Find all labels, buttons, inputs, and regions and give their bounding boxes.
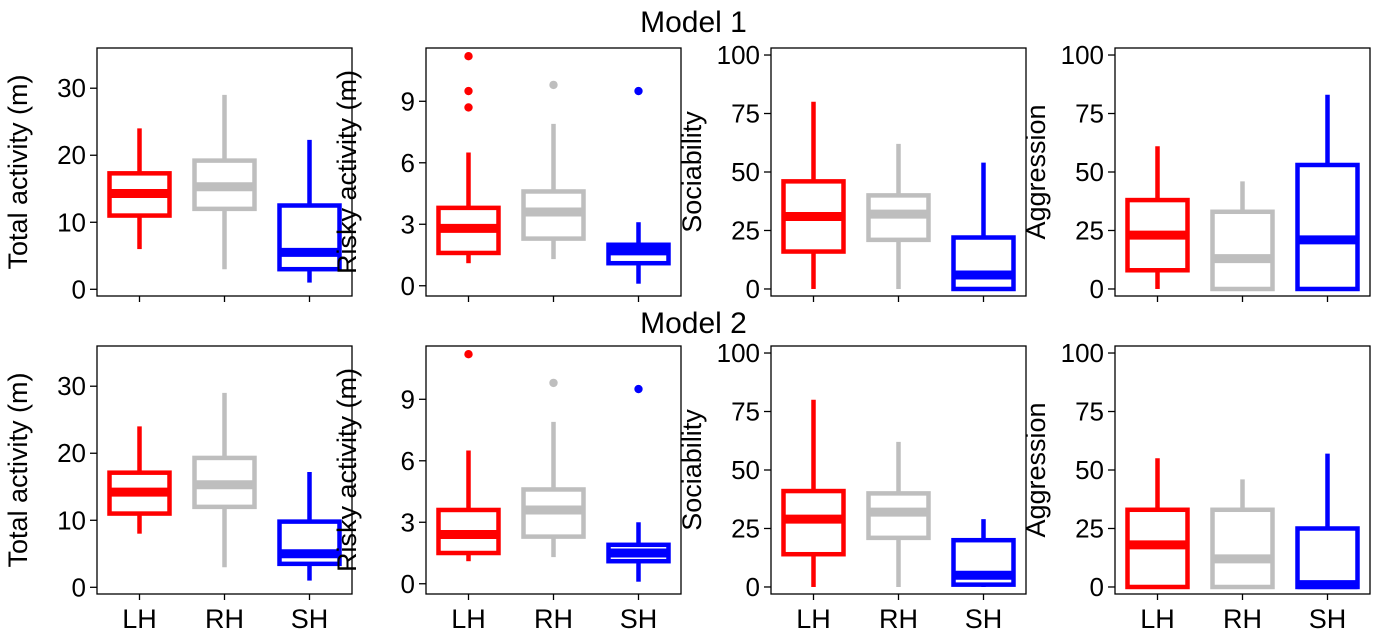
- y-tick-label: 0: [401, 569, 415, 599]
- y-axis-label: Sociability: [677, 111, 707, 233]
- x-tick-label: LH: [122, 604, 157, 631]
- y-tick-label: 100: [1061, 40, 1104, 70]
- y-axis-label: Total activity (m): [3, 372, 33, 567]
- y-axis-label: Risky activity (m): [332, 368, 362, 572]
- y-tick-label: 9: [401, 384, 415, 414]
- y-tick-label: 10: [57, 207, 86, 237]
- y-tick-label: 25: [731, 513, 760, 543]
- y-tick-label: 50: [1075, 455, 1104, 485]
- y-axis-label: Aggression: [1021, 104, 1051, 239]
- box-iqr: [951, 235, 1016, 292]
- x-tick-label: RH: [1223, 604, 1262, 631]
- y-tick-label: 0: [1090, 572, 1104, 602]
- x-tick-label: RH: [205, 604, 244, 631]
- y-axis-label: Risky activity (m): [332, 70, 362, 274]
- outlier-point: [634, 86, 643, 96]
- y-tick-label: 0: [72, 274, 86, 304]
- y-tick-label: 10: [57, 505, 86, 535]
- y-tick-label: 100: [1061, 338, 1104, 368]
- outlier-point: [634, 384, 643, 394]
- box-iqr: [1295, 526, 1360, 590]
- y-tick-label: 25: [731, 215, 760, 245]
- y-tick-label: 0: [401, 271, 415, 301]
- y-tick-label: 50: [731, 157, 760, 187]
- x-tick-label: LH: [1140, 604, 1175, 631]
- outlier-point: [549, 80, 558, 90]
- y-tick-label: 3: [401, 209, 415, 239]
- y-tick-label: 6: [401, 446, 415, 476]
- y-tick-label: 6: [401, 148, 415, 178]
- outlier-point: [464, 103, 473, 112]
- y-axis-label: Total activity (m): [3, 74, 33, 269]
- y-tick-label: 0: [1090, 274, 1104, 304]
- y-axis-label: Sociability: [677, 409, 707, 531]
- row-title-model-1: Model 1: [640, 6, 747, 39]
- row-title-model-2: Model 2: [640, 307, 747, 340]
- outlier-point: [464, 349, 473, 359]
- outlier-point: [464, 86, 473, 96]
- x-tick-label: SH: [965, 604, 1003, 631]
- x-tick-label: SH: [291, 604, 329, 631]
- y-tick-label: 9: [401, 86, 415, 116]
- y-tick-label: 30: [57, 73, 86, 103]
- y-tick-label: 0: [746, 572, 760, 602]
- outlier-point: [549, 378, 558, 388]
- y-tick-label: 50: [1075, 157, 1104, 187]
- y-tick-label: 50: [731, 455, 760, 485]
- x-tick-label: LH: [796, 604, 831, 631]
- y-tick-label: 0: [746, 274, 760, 304]
- y-tick-label: 0: [72, 572, 86, 602]
- x-tick-label: RH: [879, 604, 918, 631]
- x-tick-label: LH: [451, 604, 486, 631]
- box-iqr: [1295, 162, 1360, 292]
- box-iqr: [1210, 507, 1275, 590]
- y-tick-label: 75: [1075, 397, 1104, 427]
- box-iqr: [1210, 209, 1275, 292]
- box-iqr: [277, 203, 342, 272]
- x-tick-label: RH: [534, 604, 573, 631]
- y-tick-label: 25: [1075, 215, 1104, 245]
- y-tick-label: 75: [731, 397, 760, 427]
- y-tick-label: 20: [57, 140, 86, 170]
- y-tick-label: 20: [57, 438, 86, 468]
- x-tick-label: SH: [1309, 604, 1347, 631]
- y-tick-label: 75: [1075, 99, 1104, 129]
- x-tick-label: SH: [620, 604, 658, 631]
- y-tick-label: 3: [401, 507, 415, 537]
- y-tick-label: 25: [1075, 513, 1104, 543]
- y-tick-label: 100: [717, 40, 760, 70]
- y-tick-label: 75: [731, 99, 760, 129]
- y-tick-label: 100: [717, 338, 760, 368]
- y-tick-label: 30: [57, 371, 86, 401]
- y-axis-label: Aggression: [1021, 402, 1051, 537]
- outlier-point: [464, 51, 473, 61]
